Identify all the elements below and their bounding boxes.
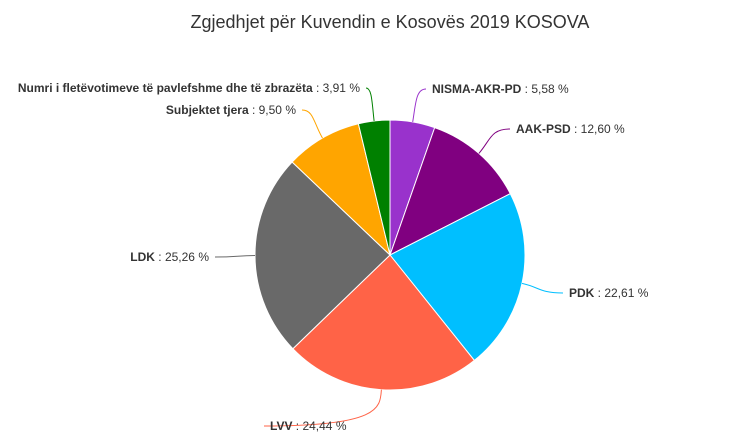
slice-labels: NISMA-AKR-PD : 5,58 % AAK-PSD : 12,60 % PD… (18, 81, 649, 433)
connector-aak-psd (478, 128, 511, 154)
label-value: : 22,61 % (594, 286, 648, 300)
connector-lvv (263, 389, 382, 427)
slice-aak-psd[interactable] (389, 126, 511, 257)
label-value: : 25,26 % (155, 250, 209, 264)
connector-numri-i-fletevotimeve-te-pavlefshme-dhe-te-zbrazeta (365, 87, 375, 121)
label-name: NISMA-AKR-PD (432, 82, 522, 96)
label-name: PDK (569, 286, 595, 300)
label-ldk: LDK : 25,26 % (130, 250, 209, 264)
label-name: LDK (130, 250, 155, 264)
connector-subjektet-tjera (301, 109, 323, 139)
connector-pdk (521, 282, 564, 294)
label-subjektet-tjera: Subjektet tjera : 9,50 % (166, 103, 296, 117)
label-value: : 24,44 % (292, 419, 346, 433)
chart-title: Zgjedhjet për Kuvendin e Kosovës 2019 KO… (191, 12, 590, 32)
connector-nisma-akr-pd (412, 88, 427, 122)
slice-numri-i-fletevotimeve-te-pavlefshme-dhe-te-zbrazeta[interactable] (357, 119, 391, 256)
label-connectors (214, 87, 564, 427)
label-nisma-akr-pd: NISMA-AKR-PD : 5,58 % (432, 82, 569, 96)
slice-subjektet-tjera[interactable] (291, 123, 391, 257)
slice-pdk[interactable] (389, 193, 526, 362)
connector-ldk (214, 255, 256, 258)
pie-slices (254, 119, 526, 391)
label-name: AAK-PSD (516, 122, 571, 136)
label-name: LVV (270, 419, 292, 433)
label-numri-i-fletevotimeve-te-pavlefshme-dhe-te-zbrazeta: Numri i fletëvotimeve të pavlefshme dhe … (18, 81, 360, 95)
label-aak-psd: AAK-PSD : 12,60 % (516, 122, 625, 136)
label-lvv: LVV : 24,44 % (270, 419, 347, 433)
label-name: Numri i fletëvotimeve të pavlefshme dhe … (18, 81, 313, 95)
label-value: : 5,58 % (521, 82, 569, 96)
label-value: : 9,50 % (249, 103, 297, 117)
label-value: : 12,60 % (571, 122, 625, 136)
label-name: Subjektet tjera (166, 103, 249, 117)
label-value: : 3,91 % (313, 81, 361, 95)
slice-lvv[interactable] (292, 254, 476, 391)
label-pdk: PDK : 22,61 % (569, 286, 649, 300)
